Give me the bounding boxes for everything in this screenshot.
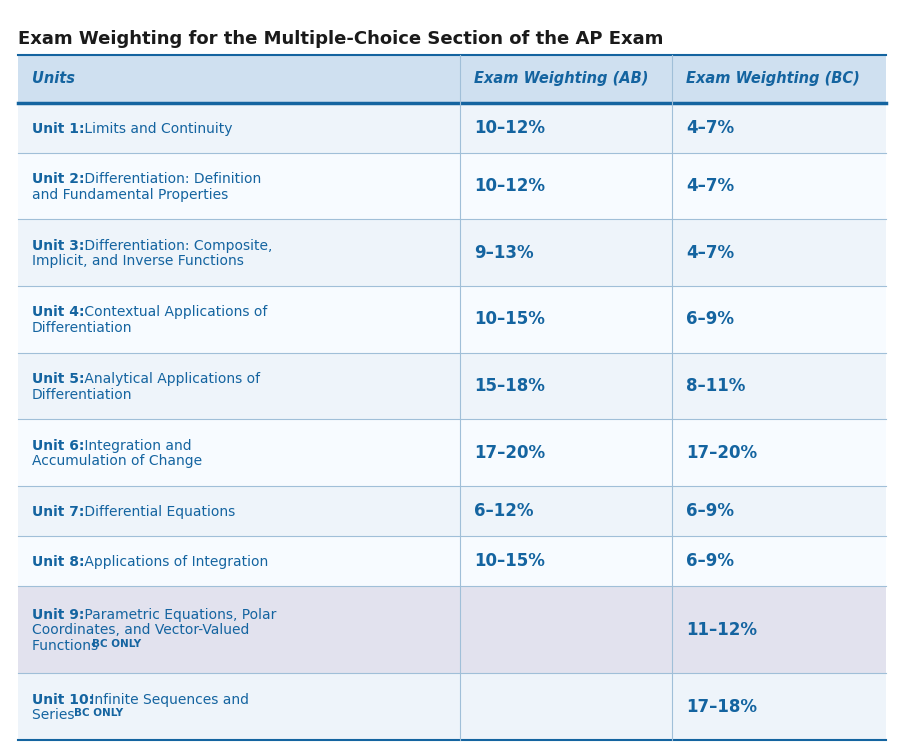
- Text: Infinite Sequences and: Infinite Sequences and: [87, 692, 249, 707]
- Text: Coordinates, and Vector-Valued: Coordinates, and Vector-Valued: [32, 624, 249, 637]
- Text: BC ONLY: BC ONLY: [92, 639, 141, 649]
- Bar: [18, 536, 885, 586]
- Bar: [18, 419, 885, 486]
- Bar: [18, 486, 885, 536]
- Bar: [18, 586, 885, 673]
- Text: 17–20%: 17–20%: [685, 444, 757, 462]
- Bar: [18, 286, 885, 353]
- Text: Functions: Functions: [32, 639, 102, 653]
- Text: Unit 2:: Unit 2:: [32, 173, 84, 186]
- Text: Parametric Equations, Polar: Parametric Equations, Polar: [79, 608, 275, 622]
- Text: Accumulation of Change: Accumulation of Change: [32, 454, 202, 468]
- Text: 17–20%: 17–20%: [473, 444, 545, 462]
- Text: 6–9%: 6–9%: [685, 552, 733, 570]
- Text: Unit 8:: Unit 8:: [32, 555, 84, 568]
- Text: BC ONLY: BC ONLY: [74, 708, 123, 718]
- Text: Exam Weighting (AB): Exam Weighting (AB): [473, 72, 647, 87]
- Bar: [18, 353, 885, 419]
- Text: Unit 7:: Unit 7:: [32, 505, 84, 518]
- Text: 10–15%: 10–15%: [473, 552, 545, 570]
- Bar: [18, 673, 885, 740]
- Text: Unit 6:: Unit 6:: [32, 438, 84, 453]
- Text: Unit 9:: Unit 9:: [32, 608, 84, 622]
- Text: Unit 1:: Unit 1:: [32, 122, 84, 136]
- Text: Differential Equations: Differential Equations: [79, 505, 235, 518]
- Text: Integration and: Integration and: [79, 438, 191, 453]
- Text: Exam Weighting (BC): Exam Weighting (BC): [685, 72, 859, 87]
- Text: Units: Units: [32, 72, 75, 87]
- Text: Exam Weighting for the Multiple-Choice Section of the AP Exam: Exam Weighting for the Multiple-Choice S…: [18, 30, 663, 48]
- Text: 6–9%: 6–9%: [685, 502, 733, 520]
- Text: Analytical Applications of: Analytical Applications of: [79, 372, 259, 386]
- Text: Implicit, and Inverse Functions: Implicit, and Inverse Functions: [32, 254, 244, 268]
- Text: 8–11%: 8–11%: [685, 377, 745, 395]
- Text: 17–18%: 17–18%: [685, 698, 756, 716]
- Text: Differentiation: Composite,: Differentiation: Composite,: [79, 239, 272, 252]
- Bar: [18, 220, 885, 286]
- Text: Contextual Applications of: Contextual Applications of: [79, 306, 266, 320]
- Text: 10–12%: 10–12%: [473, 177, 545, 195]
- Text: 10–15%: 10–15%: [473, 311, 545, 329]
- Text: Series: Series: [32, 708, 79, 722]
- Text: Differentiation: Differentiation: [32, 321, 133, 335]
- Text: Unit 4:: Unit 4:: [32, 306, 84, 320]
- Text: Applications of Integration: Applications of Integration: [79, 555, 267, 568]
- Bar: [18, 153, 885, 220]
- Text: 6–9%: 6–9%: [685, 311, 733, 329]
- Bar: [18, 55, 885, 103]
- Text: Unit 5:: Unit 5:: [32, 372, 84, 386]
- Text: Limits and Continuity: Limits and Continuity: [79, 122, 232, 136]
- Text: Differentiation: Definition: Differentiation: Definition: [79, 173, 261, 186]
- Text: 4–7%: 4–7%: [685, 244, 733, 261]
- Text: 11–12%: 11–12%: [685, 621, 756, 639]
- Text: 4–7%: 4–7%: [685, 177, 733, 195]
- Text: Unit 10:: Unit 10:: [32, 692, 94, 707]
- Text: 9–13%: 9–13%: [473, 244, 533, 261]
- Text: 6–12%: 6–12%: [473, 502, 533, 520]
- Text: 4–7%: 4–7%: [685, 119, 733, 137]
- Text: 10–12%: 10–12%: [473, 119, 545, 137]
- Bar: [18, 103, 885, 153]
- Text: Differentiation: Differentiation: [32, 388, 133, 402]
- Text: and Fundamental Properties: and Fundamental Properties: [32, 187, 228, 202]
- Text: 15–18%: 15–18%: [473, 377, 545, 395]
- Text: Unit 3:: Unit 3:: [32, 239, 84, 252]
